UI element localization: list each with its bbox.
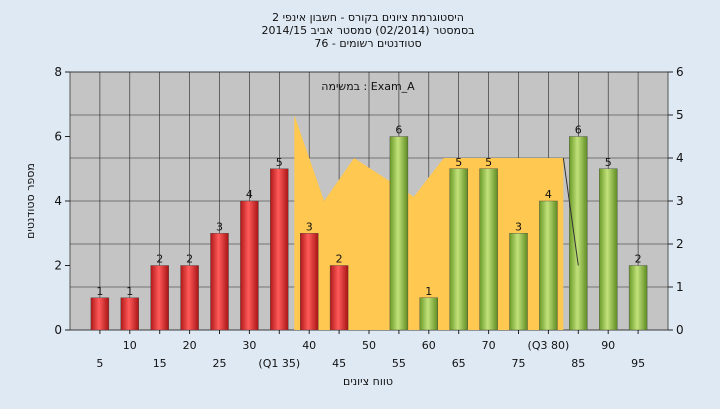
bar-value-label: 3 [515,220,522,233]
bar [120,297,140,331]
y-tick-label: 8 [54,65,62,79]
bar [509,233,528,331]
x-tick-label: 90 [601,339,615,352]
x-tick-label: 70 [482,339,496,352]
x-tick-label: 85 [571,357,585,370]
bar [180,265,199,331]
y2-tick-label: 2 [676,237,684,251]
x-tick-label: 75 [512,357,526,370]
y2-tick-label: 3 [676,194,684,208]
bar [150,265,169,331]
chart-title-line-1: היסטוגרמת ציונים בקורס - חשבון אינפי 2 [272,11,464,24]
chart-annotation: במשימה : Exam_A [321,80,415,93]
bar-value-label: 2 [186,253,193,266]
bar [270,168,289,331]
chart-title: היסטוגרמת ציונים בקורס - חשבון אינפי 2 ב… [261,11,474,50]
y-tick-label: 2 [54,259,62,273]
bar [210,233,229,331]
bar [240,200,259,331]
bar-value-label: 1 [96,285,103,298]
bar-value-label: 2 [156,253,163,266]
x-tick-label: 60 [422,339,436,352]
x-tick-label: 15 [153,357,167,370]
x-tick-label: 65 [452,357,466,370]
y2-tick-label: 5 [676,108,684,122]
x-tick-label: 55 [392,357,406,370]
data-labels: 1 1 2 2 3 4 5 3 2 6 1 5 5 3 4 6 5 2 [96,124,641,298]
bar-value-label: 6 [575,124,582,137]
x-tick-label: (Q3 80) [528,339,570,352]
bar-value-label: 1 [425,285,432,298]
chart-title-line-3: סטודנטים רשומים - 76 [314,37,421,50]
bar-series [90,136,648,331]
bar [300,233,319,331]
x-tick-label: 25 [213,357,227,370]
bar-value-label: 5 [605,156,612,169]
bar-value-label: 4 [246,188,253,201]
y-axis-right-ticks: 0 1 2 3 4 5 6 [668,65,684,337]
x-tick-label: 5 [96,357,103,370]
bar-value-label: 3 [216,220,223,233]
bar-value-label: 4 [545,188,552,201]
y-tick-label: 4 [54,194,62,208]
y2-tick-label: 0 [676,323,684,337]
bar [628,265,648,331]
bar [569,136,588,331]
bar-value-label: 2 [336,253,343,266]
y2-tick-label: 1 [676,280,684,294]
y-axis-label: מספר סטודנטים [24,163,37,239]
y2-tick-label: 6 [676,65,684,79]
x-tick-label: 40 [302,339,316,352]
x-axis-label: טווח ציונים [343,375,393,388]
y-tick-label: 6 [54,130,62,144]
bar-value-label: 5 [485,156,492,169]
bar [329,265,349,331]
x-tick-label: (Q1 35) [258,357,300,370]
bar [539,200,558,331]
y-tick-label: 0 [54,323,62,337]
bar-value-label: 1 [126,285,133,298]
bar [389,136,409,331]
x-axis-ticks: 5 10 15 20 25 30(Q1 35)40 45 50 55 60 65 70 75(Q3 80… [96,330,645,370]
trend-line [562,157,579,266]
bar [449,168,468,331]
x-tick-label: 20 [183,339,197,352]
trend-line-segment [562,157,579,266]
bar-value-label: 3 [306,220,313,233]
bar-value-label: 6 [395,124,402,137]
y2-tick-label: 4 [676,151,684,165]
bar [419,297,438,331]
x-tick-label: 50 [362,339,376,352]
x-tick-label: 45 [332,357,346,370]
bar [599,168,618,331]
bar-value-label: 5 [455,156,462,169]
bar [479,168,498,331]
y-axis-left-ticks: 0 2 4 6 8 [54,65,70,337]
x-tick-label: 30 [242,339,256,352]
chart-title-line-2: בסמסטר (02/2014) סמסטר אביב 2014/15 [261,24,474,37]
bar [90,297,110,331]
x-tick-label: 10 [123,339,137,352]
bar-value-label: 5 [276,156,283,169]
x-tick-label: 95 [631,357,645,370]
bar-value-label: 2 [635,253,642,266]
